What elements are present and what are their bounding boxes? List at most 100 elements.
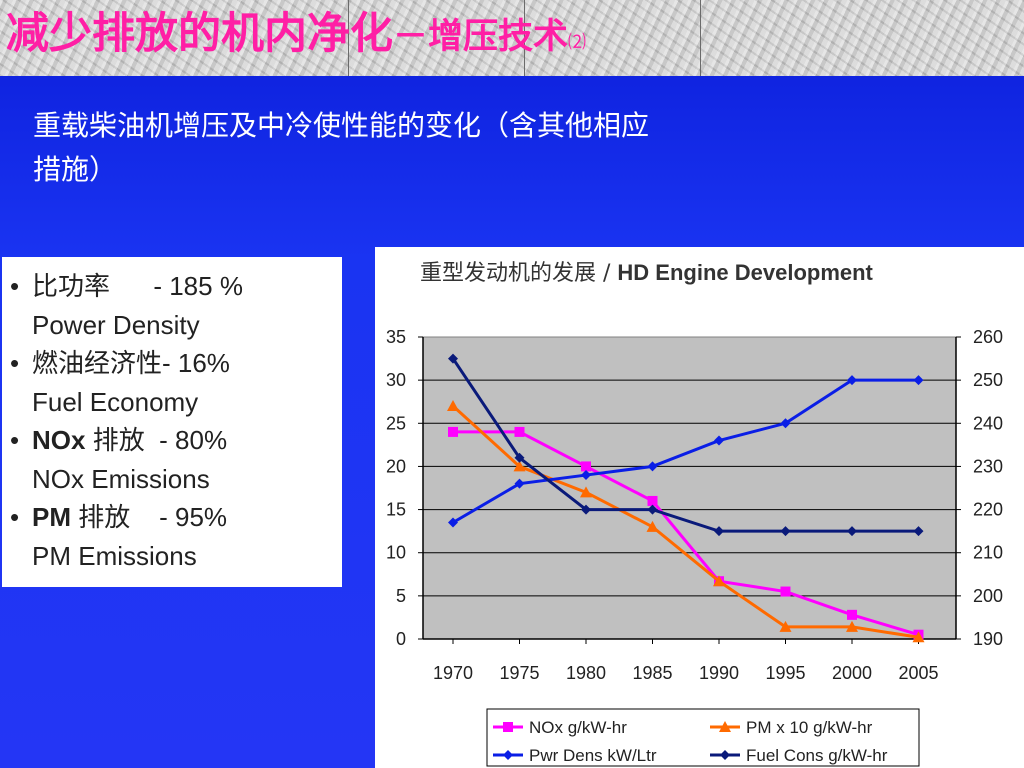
data-point — [847, 609, 857, 620]
bullet-heading: 燃油经济性- 16% — [32, 348, 230, 378]
slide-title-number: ⑵ — [568, 32, 587, 53]
data-point — [846, 620, 858, 632]
data-point — [647, 461, 658, 472]
slide-subtitle: 重载柴油机增压及中冷使性能的变化（含其他相应措施） — [33, 109, 650, 186]
y2-tick-label: 260 — [973, 327, 1003, 347]
data-point — [847, 526, 857, 537]
series-line-3 — [452, 378, 919, 524]
data-point — [513, 460, 526, 472]
y-tick-label: 0 — [396, 629, 406, 649]
bullet-subtext: NOx Emissions — [32, 463, 210, 494]
banner-divider — [348, 0, 349, 76]
data-point — [448, 517, 458, 528]
y2-tick-label: 250 — [973, 370, 1003, 390]
bullet-item-power-density: • 比功率 - 185 % Power Density — [10, 267, 342, 344]
data-point — [713, 575, 725, 587]
bullet-dot-icon: • — [10, 271, 20, 301]
data-point — [580, 486, 592, 498]
y2-tick-label: 210 — [973, 543, 1003, 563]
legend-marker — [503, 750, 513, 760]
data-point — [647, 504, 658, 515]
x-tick-label: 1990 — [699, 663, 739, 683]
chart-title-en: HD Engine Development — [617, 260, 873, 285]
data-point — [448, 426, 458, 437]
y2-tick-label: 240 — [973, 413, 1003, 433]
bullet-dot-icon: • — [10, 425, 20, 455]
data-point — [847, 375, 857, 386]
y-tick-label: 15 — [386, 500, 406, 520]
x-tick-label: 1980 — [566, 663, 606, 683]
series-line-2 — [451, 404, 919, 639]
y-tick-label: 30 — [386, 370, 406, 390]
banner-divider — [524, 0, 525, 76]
data-point — [646, 520, 659, 532]
chart-title-cn: 重型发动机的发展 / — [420, 261, 617, 286]
data-point — [447, 400, 459, 412]
bullet-item-pm: • PM 排放 - 95% PM Emissions — [10, 498, 342, 575]
bullet-panel: • 比功率 - 185 % Power Density • 燃油经济性- 16%… — [2, 257, 342, 587]
bullet-heading: 排放 - 95% — [71, 502, 228, 532]
y2-tick-label: 190 — [973, 629, 1003, 649]
bullet-list: • 比功率 - 185 % Power Density • 燃油经济性- 16%… — [2, 257, 342, 575]
bullet-item-fuel-economy: • 燃油经济性- 16% Fuel Economy — [10, 344, 342, 421]
chart-legend — [486, 708, 920, 767]
bullet-heading: 比功率 - 185 % — [32, 271, 243, 301]
hd-engine-chart: 重型发动机的发展 / HD Engine Development 0 5 10 15 2… — [386, 260, 1003, 767]
x-tick-label: 1975 — [499, 663, 539, 683]
x-tick-label: 1970 — [433, 663, 473, 683]
legend-label: PM x 10 g/kW-hr — [746, 718, 873, 737]
legend-label: NOx g/kW-hr — [529, 718, 627, 737]
data-point — [448, 353, 458, 364]
y-tick-label: 10 — [386, 543, 406, 563]
data-point — [647, 495, 658, 506]
bullet-dot-icon: • — [10, 502, 20, 532]
title-banner: 减少排放的机内净化－增压技术⑵ — [0, 0, 1024, 76]
data-point — [514, 426, 525, 437]
bullet-item-nox: • NOx 排放 - 80% NOx Emissions — [10, 421, 342, 498]
bullet-subtext: Fuel Economy — [32, 386, 199, 417]
bullet-heading-bold: PM — [32, 502, 71, 532]
legend-marker — [720, 750, 730, 760]
y2-tick-label: 230 — [973, 456, 1003, 476]
data-point — [714, 435, 724, 446]
legend-marker — [719, 721, 731, 732]
data-point — [913, 526, 924, 537]
legend-label: Fuel Cons g/kW-hr — [746, 746, 888, 765]
legend-label: Pwr Dens kW/Ltr — [529, 746, 657, 765]
chart-title: 重型发动机的发展 / HD Engine Development — [420, 260, 874, 286]
chart-panel: 重型发动机的发展 / HD Engine Development 0 5 10 15 2… — [375, 247, 1024, 768]
y2-tick-label: 220 — [973, 500, 1003, 520]
x-tick-label: 2000 — [832, 663, 872, 683]
plot-area — [422, 336, 957, 640]
data-point — [780, 586, 791, 597]
legend-marker — [503, 722, 513, 732]
data-point — [581, 461, 591, 472]
series-line-1 — [453, 430, 919, 637]
bullet-dot-icon: • — [10, 348, 20, 378]
bullet-heading: 排放 - 80% — [85, 425, 228, 455]
x-tick-label: 1985 — [632, 663, 672, 683]
data-point — [779, 620, 792, 632]
y-tick-label: 35 — [386, 327, 406, 347]
series-line-4 — [451, 357, 919, 533]
slide-title-sub: －增压技术 — [393, 16, 569, 57]
x-tick-label: 2005 — [898, 663, 938, 683]
bullet-heading-bold: NOx — [32, 425, 86, 455]
data-point — [780, 526, 791, 537]
data-point — [514, 452, 525, 463]
banner-divider — [700, 0, 701, 76]
bullet-subtext: PM Emissions — [32, 540, 197, 571]
x-tick-label: 1995 — [765, 663, 805, 683]
data-point — [581, 470, 591, 481]
y-tick-label: 20 — [386, 456, 406, 476]
y2-tick-label: 200 — [973, 586, 1003, 606]
y-tick-label: 5 — [396, 586, 406, 606]
slide-title-main: 减少排放的机内净化 — [6, 9, 393, 59]
data-point — [912, 631, 925, 643]
y-tick-label: 25 — [386, 413, 406, 433]
bullet-subtext: Power Density — [32, 309, 200, 340]
data-point — [780, 418, 791, 429]
data-point — [514, 478, 525, 489]
slide-title: 减少排放的机内净化－增压技术⑵ — [6, 6, 586, 71]
data-point — [581, 504, 591, 515]
